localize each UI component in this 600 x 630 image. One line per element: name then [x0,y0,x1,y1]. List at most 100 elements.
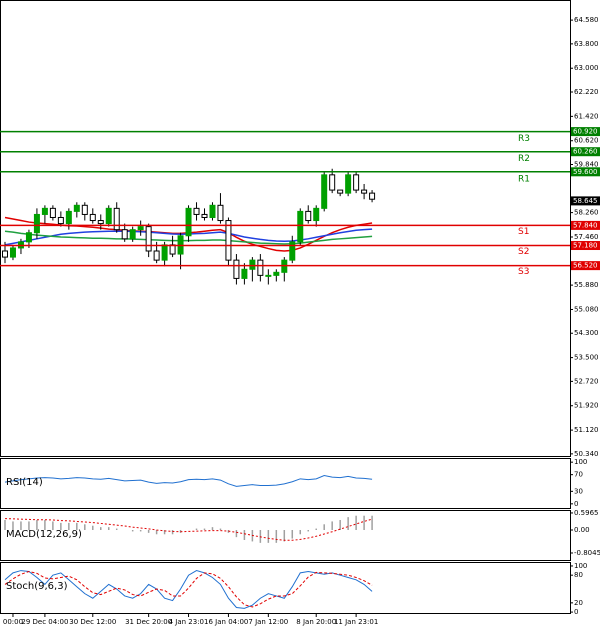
y-tick-label: 57.460 [574,233,599,241]
stoch-line [4,570,373,609]
candle-body [33,213,40,234]
candle-body [97,220,104,225]
candle-body [361,189,368,194]
macd-bar [347,517,349,530]
candle-body [41,207,48,215]
candle-body [201,213,208,218]
main-panel [0,0,571,457]
candle-body [49,207,56,218]
macd-bar [219,528,222,530]
macd-bar [68,522,70,530]
candle-body [321,174,328,209]
candle-body [297,210,304,243]
x-tick-label: 4 Jan 23:01 [169,618,209,626]
candle-body [73,204,80,212]
candle-body [129,229,136,240]
level-label: 57.840 [573,221,598,229]
level-name: R1 [518,174,530,184]
candle-body [233,259,240,279]
x-tick-label: 30 Dec 12:00 [69,618,116,626]
macd-bar [84,524,86,530]
y-tick-label: 0 [574,608,578,616]
candle-body [121,229,128,240]
y-tick-label: 55.880 [574,281,599,289]
x-tick-label: 8 Jan 20:00 [296,618,336,626]
indicator-line [4,474,373,487]
macd-bar [163,530,166,535]
macd-bar [115,528,118,530]
level-name: S1 [518,227,529,237]
y-tick-label: 64.580 [574,16,599,24]
level-label-box [571,220,600,230]
macd-bar [131,530,134,532]
macd-bar [20,521,22,530]
macd-bar [243,530,246,540]
candle-body [153,250,160,261]
macd-bar [323,524,325,530]
macd-bar [339,520,341,530]
y-tick-label: 54.300 [574,329,599,337]
macd-bar [211,527,214,530]
y-tick-label: 59.840 [574,160,599,168]
candle-body [345,174,352,194]
macd-bar [36,520,38,530]
panel-title: RSI(14) [6,477,43,488]
y-tick-label: 0 [574,500,578,508]
candle-body [257,259,264,276]
macd-bar [195,528,198,530]
last-price-box [571,196,600,206]
macd-bar [355,515,357,530]
level-label-box [571,127,600,137]
y-tick-label: 0.00 [574,526,590,534]
macd-bar [44,520,46,530]
candle-body [193,207,200,215]
macd-bar [331,521,333,530]
candle-body [249,259,256,270]
candle-body [81,204,88,215]
macd-bar [92,525,94,530]
level-name: S2 [518,247,529,257]
candle-body [185,207,192,237]
macd-bar [299,530,302,535]
y-tick-label: 51.120 [574,426,599,434]
candle-body [145,226,152,252]
macd-bar [76,522,78,530]
macd-bar [4,520,6,530]
macd-bar [283,530,286,542]
macd-panel [0,510,571,561]
y-tick-label: 50.340 [574,450,599,458]
rsi-panel [0,458,571,509]
candle-body [9,247,16,258]
macd-bar [371,515,373,530]
y-tick-label: -0.8045 [574,549,600,557]
candle-body [217,204,224,222]
macd-bar [203,528,206,530]
candle-body [329,174,336,191]
macd-bar [139,530,142,532]
macd-bar [147,530,150,533]
candle-body [337,189,344,194]
macd-bar [171,530,174,535]
candle-body [57,216,64,225]
candle-body [169,244,176,255]
y-tick-label: 52.720 [574,377,599,385]
x-tick-label: 11 Jan 23:01 [334,618,378,626]
candle-body [2,250,8,258]
candle-body [113,207,120,231]
level-label: 57.180 [573,242,598,250]
candle-body [65,210,72,225]
y-tick-label: 0.5965 [574,509,599,517]
y-tick-label: 62.220 [574,88,599,96]
candle-body [89,213,96,222]
y-tick-label: 70 [574,471,583,479]
y-tick-label: 30 [574,487,583,495]
panel-title: MACD(12,26,9) [6,529,82,540]
candle-body [273,271,280,276]
candle-body [25,232,32,243]
macd-bar [155,530,158,535]
macd-bar [291,530,294,539]
macd-bar [275,530,278,543]
y-tick-label: 20 [574,599,583,607]
x-tick-label: 00:00 [3,618,23,626]
